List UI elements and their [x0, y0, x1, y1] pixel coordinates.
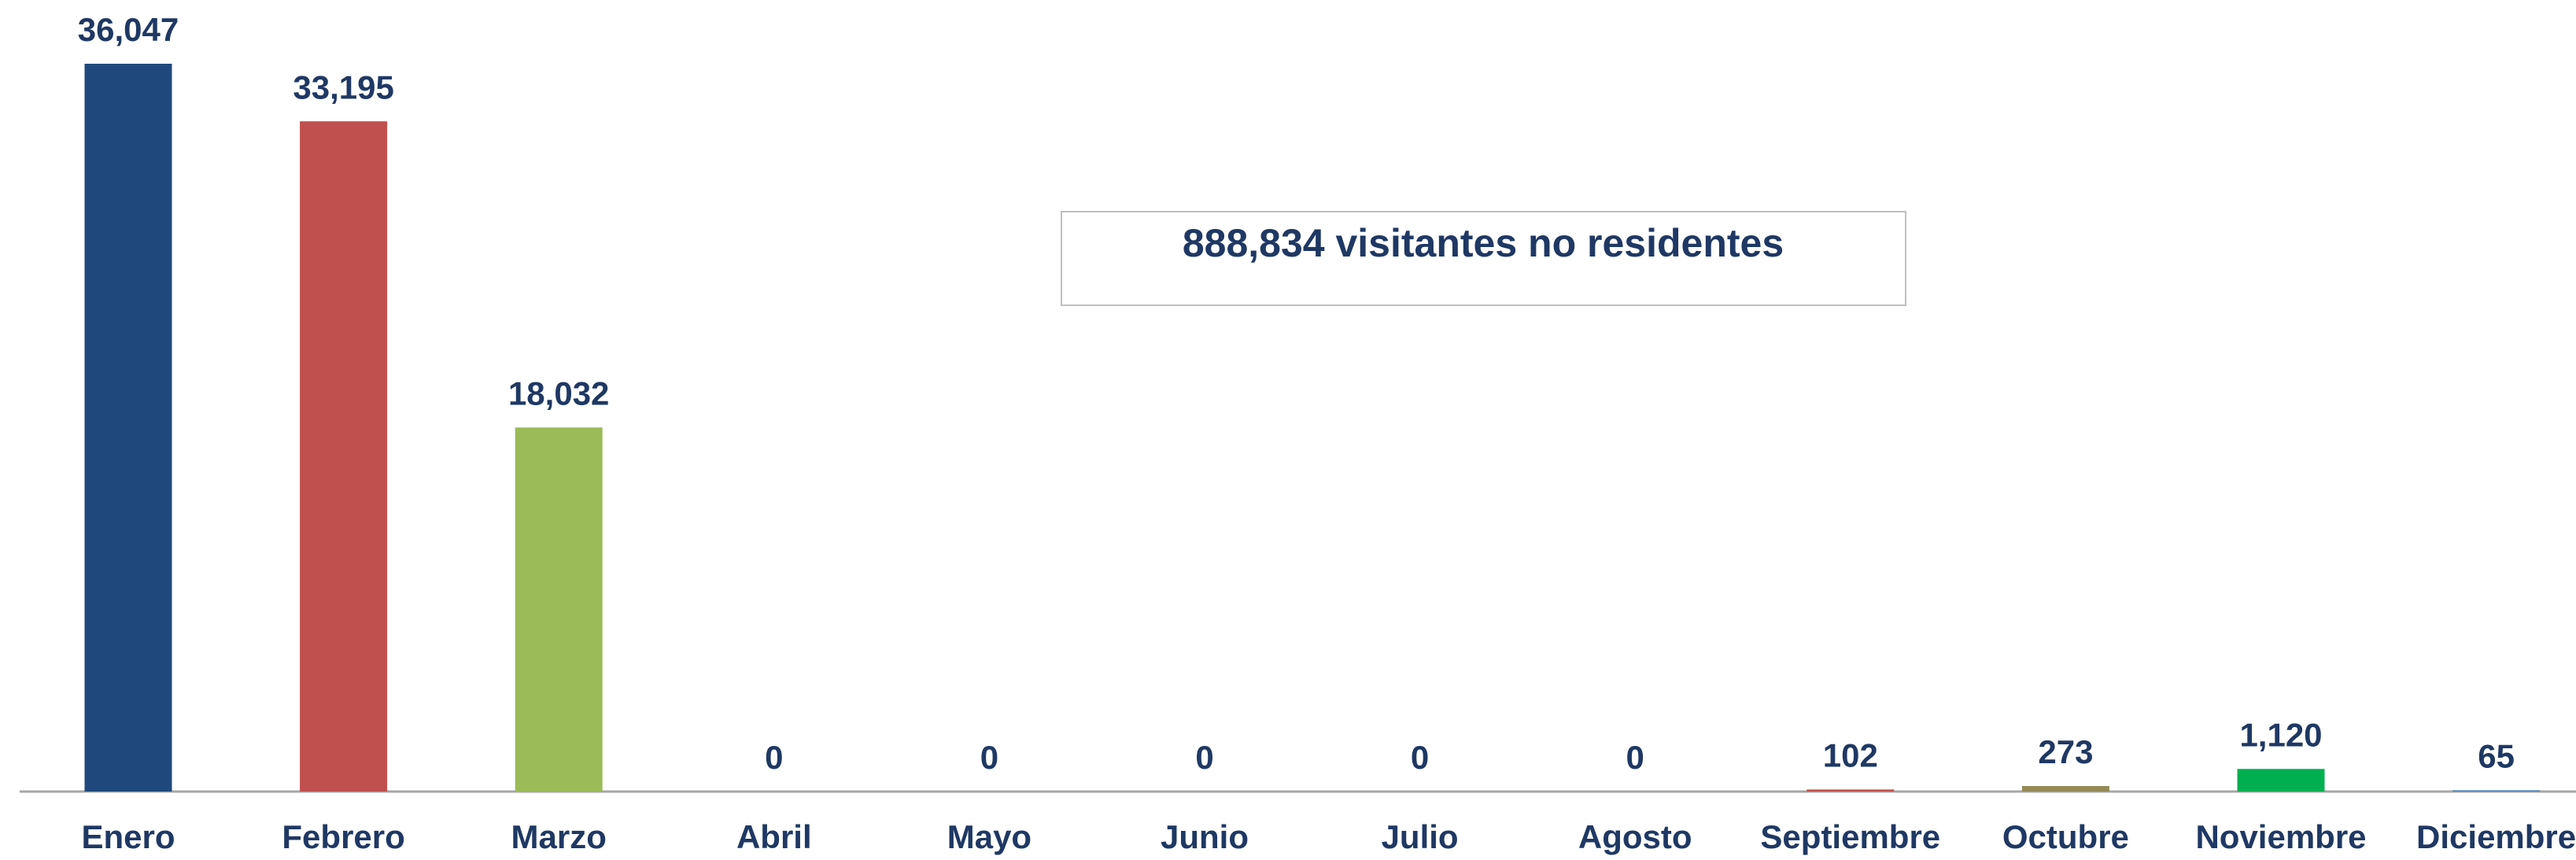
x-tick-label: Agosto [1578, 818, 1692, 855]
value-label: 0 [1411, 739, 1429, 776]
bar [515, 427, 603, 792]
x-tick-label: Septiembre [1760, 818, 1940, 855]
value-label: 0 [1626, 739, 1644, 776]
value-label: 273 [2038, 733, 2093, 770]
value-label: 102 [1823, 736, 1878, 773]
value-label: 18,032 [508, 375, 609, 412]
value-label: 1,120 [2239, 716, 2322, 753]
value-label: 0 [765, 739, 783, 776]
value-label: 33,195 [293, 68, 393, 105]
x-tick-label: Diciembre [2416, 818, 2576, 855]
x-tick-label: Octubre [2002, 818, 2129, 855]
x-tick-label: Marzo [511, 818, 607, 855]
x-tick-label: Abril [736, 818, 812, 855]
bar [2021, 785, 2109, 792]
x-tick-label: Julio [1382, 818, 1459, 855]
bar [2237, 769, 2325, 792]
x-tick-label: Noviembre [2195, 818, 2366, 855]
x-tick-label: Enero [81, 818, 175, 855]
value-label: 0 [980, 739, 998, 776]
bar [1807, 789, 1895, 792]
annotation: 888,834 visitantes no residentes [1183, 221, 1784, 265]
bar [84, 64, 172, 792]
bar [2452, 790, 2541, 792]
x-tick-label: Febrero [282, 818, 404, 855]
value-label: 65 [2478, 737, 2515, 774]
value-label: 0 [1195, 739, 1213, 776]
x-tick-label: Mayo [947, 818, 1032, 855]
x-tick-label: Junio [1161, 818, 1249, 855]
bar [300, 121, 388, 792]
value-label: 36,047 [78, 11, 179, 48]
annotation-box [1061, 211, 1906, 306]
